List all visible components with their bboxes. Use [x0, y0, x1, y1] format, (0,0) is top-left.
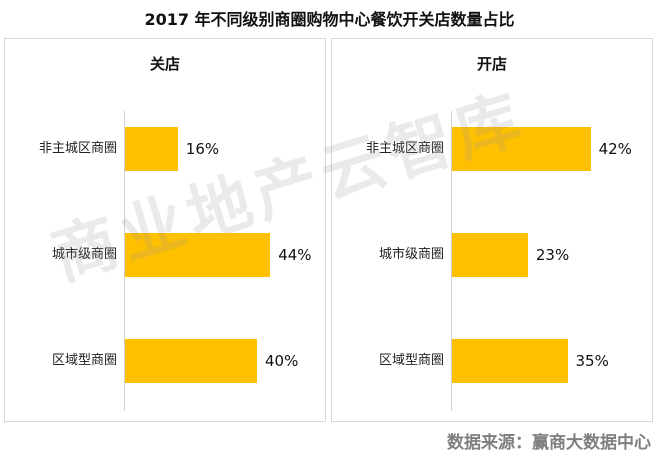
bar-open-3 — [452, 339, 568, 383]
panel-title-close: 关店 — [149, 55, 180, 73]
bar-close-2 — [125, 233, 271, 277]
value-label-close-1: 16% — [185, 140, 220, 158]
category-label-close-2: 城市级商圈 — [51, 247, 117, 262]
category-label-close-3: 区域型商圈 — [51, 353, 117, 368]
category-axis-close — [124, 111, 125, 411]
panel-open-stores: 开店 非主城区商圈 42% 城市级商圈 23% 区域型商圈 35% — [331, 38, 653, 422]
panel-title-open: 开店 — [476, 55, 507, 73]
value-label-open-1: 42% — [598, 140, 632, 158]
bar-open-2 — [452, 233, 528, 277]
chart-title: 2017 年不同级别商圈购物中心餐饮开关店数量占比 — [144, 10, 515, 29]
source-note: 数据来源：赢商大数据中心 — [447, 433, 651, 453]
category-label-open-3: 区域型商圈 — [378, 353, 444, 368]
category-label-open-2: 城市级商圈 — [378, 247, 444, 262]
value-label-close-3: 40% — [265, 352, 299, 370]
value-label-open-2: 23% — [535, 246, 570, 264]
value-label-close-2: 44% — [278, 246, 312, 264]
bar-open-1 — [452, 127, 591, 171]
bar-close-3 — [125, 339, 257, 383]
category-label-close-1: 非主城区商圈 — [38, 141, 117, 156]
bar-close-1 — [125, 127, 178, 171]
value-label-open-3: 35% — [575, 352, 609, 370]
category-label-open-1: 非主城区商圈 — [365, 141, 444, 156]
category-axis-open — [451, 111, 452, 411]
panel-close-stores: 关店 非主城区商圈 16% 城市级商圈 44% 区域型商圈 40% — [4, 38, 326, 422]
